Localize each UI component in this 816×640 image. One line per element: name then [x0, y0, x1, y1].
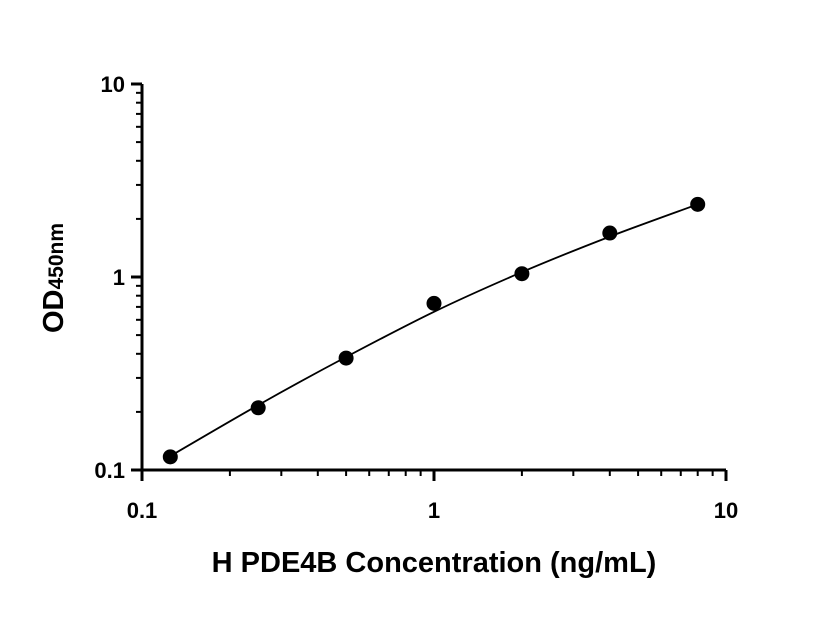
data-point [690, 196, 706, 212]
x-tick-label-0.1: 0.1 [127, 498, 158, 523]
axes [140, 84, 726, 472]
data-points [162, 196, 706, 465]
data-point [602, 225, 618, 241]
y-axis-title-main: OD [38, 290, 70, 334]
data-point [250, 400, 266, 416]
fit-curve-group [169, 203, 699, 457]
y-tick-label-0.1: 0.1 [94, 458, 125, 483]
fit-curve [169, 203, 699, 457]
data-point [514, 266, 530, 282]
ticks: 0.1 1 10 0.1 1 10 [94, 72, 738, 523]
y-tick-label-10: 10 [101, 72, 125, 97]
data-point [338, 350, 354, 366]
y-tick-label-1: 1 [113, 265, 125, 290]
y-axis-title-sub: 450nm [45, 223, 68, 290]
x-axis-title: H PDE4B Concentration (ng/mL) [212, 547, 657, 579]
data-point [162, 449, 178, 465]
x-tick-label-10: 10 [714, 498, 738, 523]
y-axis-title: OD450nm [38, 223, 70, 333]
x-tick-label-1: 1 [428, 498, 440, 523]
data-point [426, 295, 442, 311]
